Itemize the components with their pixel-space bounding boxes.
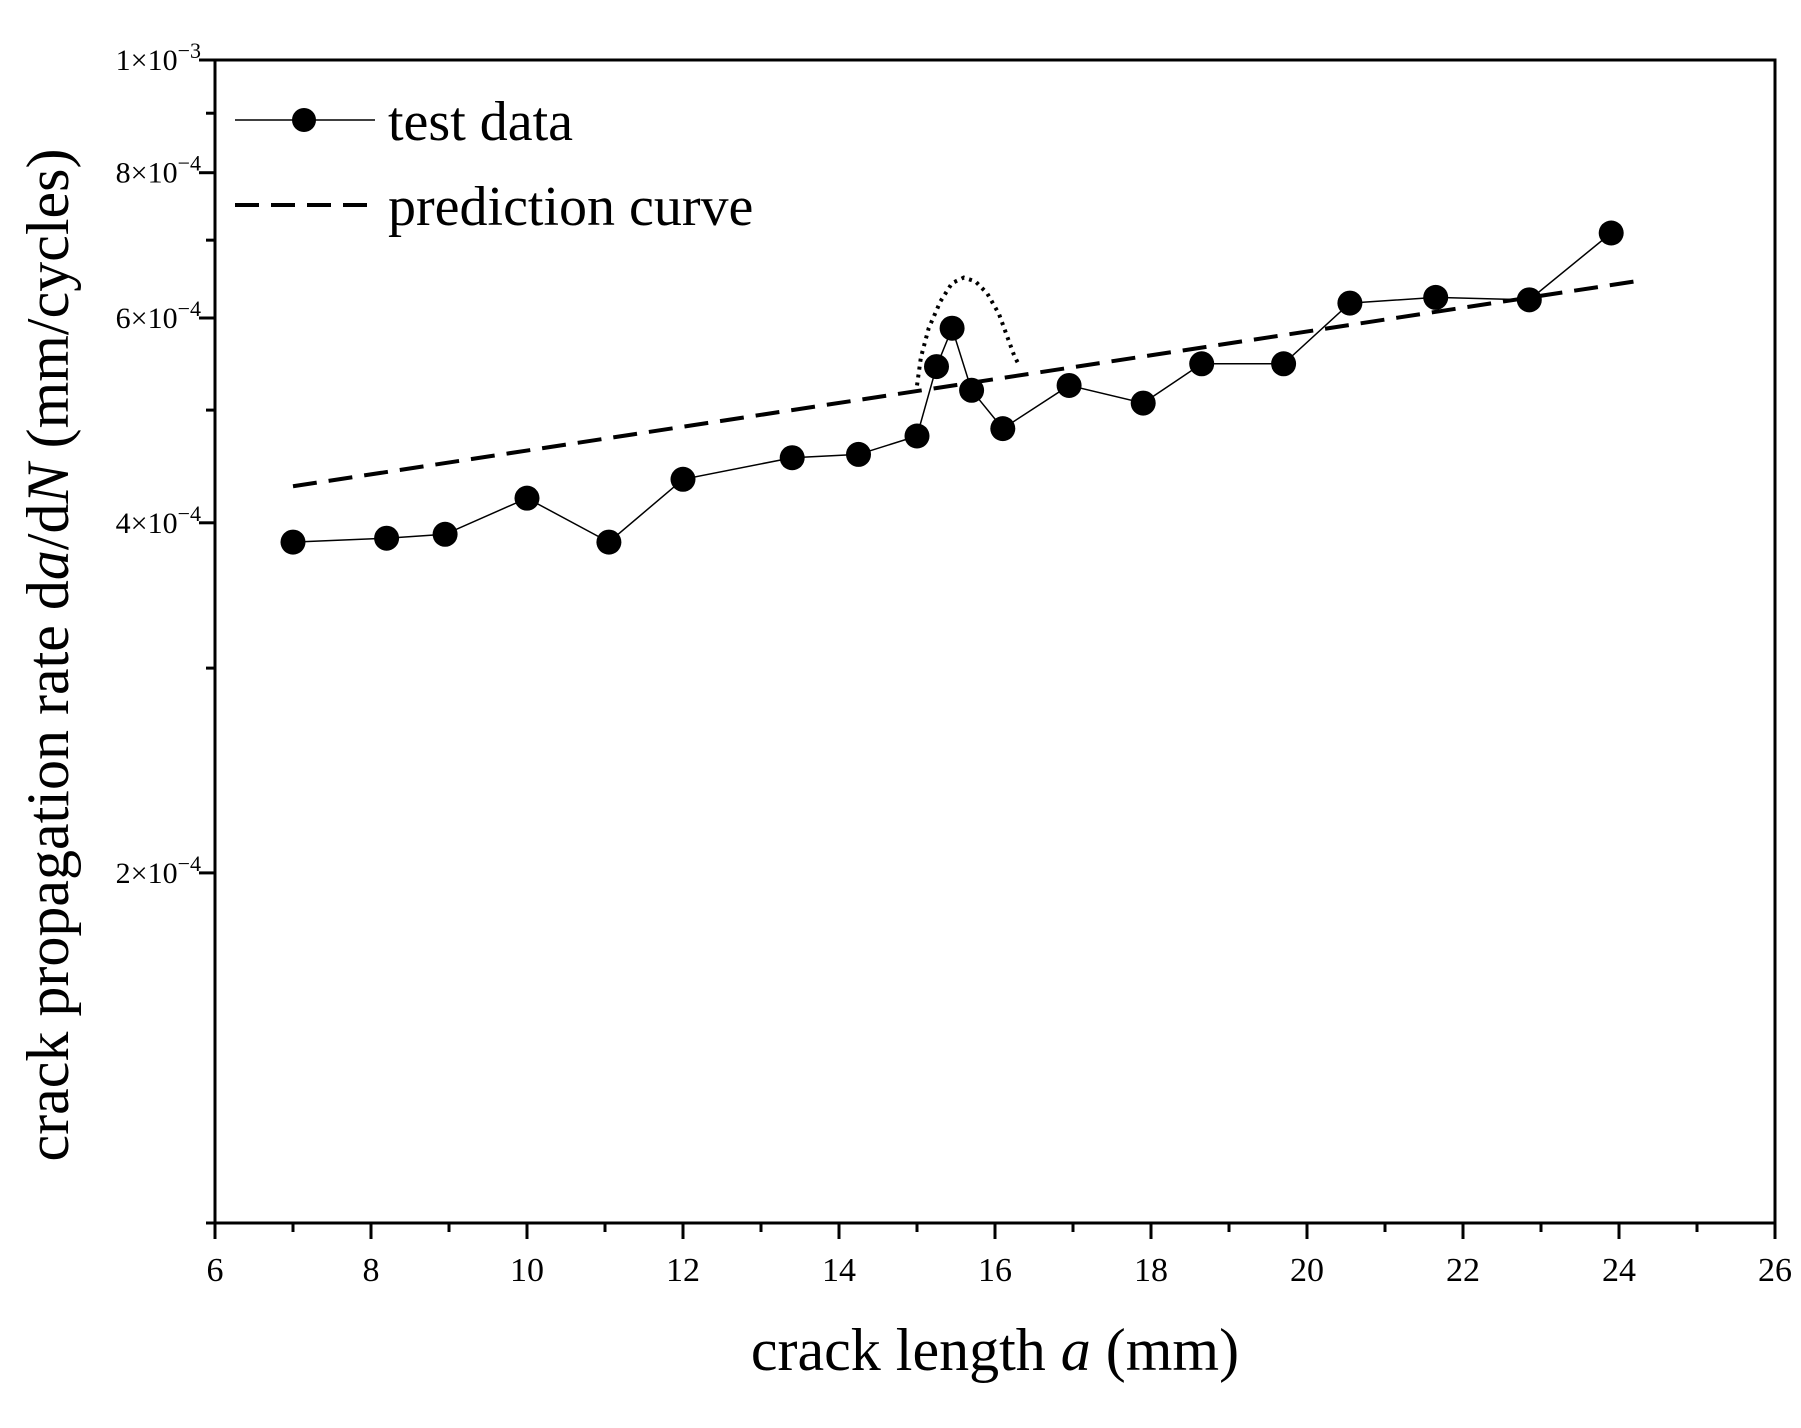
y-tick-label: 8×10−4	[116, 151, 201, 190]
test-data-point	[1516, 287, 1542, 313]
legend-label-prediction-curve: prediction curve	[388, 176, 753, 238]
peak-dotted-curve	[915, 275, 1021, 386]
legend-test-data-marker	[292, 108, 316, 132]
test-data-point	[596, 529, 622, 555]
test-data-point	[1056, 372, 1082, 398]
x-axis: 6 8 10 12 14 16 18 20 22 24 26	[207, 1223, 1792, 1289]
test-data-point	[904, 423, 930, 449]
x-tick-label: 14	[822, 1252, 856, 1289]
x-tick-label: 10	[510, 1252, 544, 1289]
y-tick-label: 1×10−3	[116, 38, 201, 77]
legend: test data prediction curve	[235, 91, 753, 238]
y-axis: 2×10−4 4×10−4 6×10−4 8×10−4 1×10−3	[116, 38, 215, 1225]
test-data-point	[1271, 351, 1297, 377]
test-data-point	[990, 416, 1016, 442]
test-data-point	[374, 525, 400, 551]
y-tick-label: 2×10−4	[116, 851, 201, 890]
prediction-curve-line	[292, 279, 1635, 489]
test-data-point	[514, 485, 540, 511]
test-data-point	[670, 466, 696, 492]
x-tick-label: 12	[666, 1252, 700, 1289]
x-tick-label: 22	[1446, 1252, 1480, 1289]
y-tick-label: 6×10−4	[116, 296, 201, 335]
x-axis-title: crack length a (mm)	[751, 1317, 1239, 1383]
test-data-point	[846, 441, 871, 467]
test-data-point	[1130, 390, 1156, 416]
test-data-point	[1423, 284, 1449, 310]
x-tick-label: 18	[1134, 1252, 1168, 1289]
x-tick-label: 24	[1602, 1252, 1636, 1289]
legend-label-test-data: test data	[388, 91, 573, 153]
y-axis-title: crack propagation rate da/dN (mm/cycles)	[15, 149, 81, 1162]
test-data-point	[959, 377, 985, 403]
test-data-point	[1598, 220, 1624, 246]
test-data-point	[1337, 290, 1363, 316]
y-tick-label: 4×10−4	[116, 501, 201, 540]
test-data-point	[1189, 351, 1215, 377]
test-data-point	[432, 521, 458, 547]
test-data-point	[280, 529, 306, 555]
test-data-point	[924, 354, 949, 380]
test-data-point	[779, 445, 805, 471]
x-tick-label: 6	[207, 1252, 224, 1289]
x-tick-label: 26	[1758, 1252, 1792, 1289]
plot-marks	[280, 220, 1635, 555]
x-tick-label: 20	[1290, 1252, 1324, 1289]
x-tick-label: 16	[978, 1252, 1012, 1289]
x-tick-label: 8	[363, 1252, 380, 1289]
test-data-point	[939, 315, 965, 341]
